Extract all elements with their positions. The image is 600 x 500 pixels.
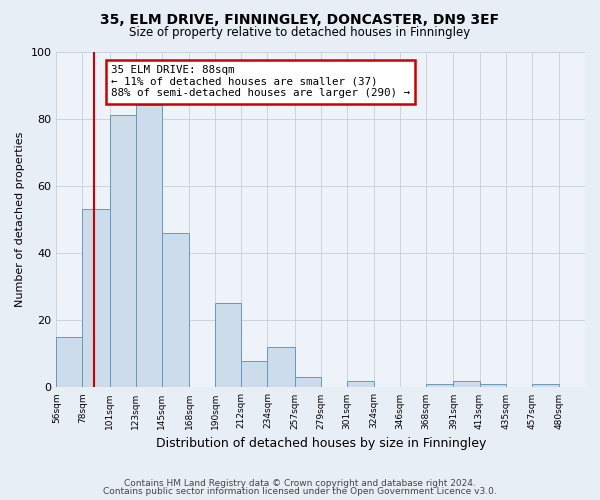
Bar: [215, 304, 241, 388]
Bar: [110, 116, 136, 388]
Text: 35 ELM DRIVE: 88sqm
← 11% of detached houses are smaller (37)
88% of semi-detach: 35 ELM DRIVE: 88sqm ← 11% of detached ho…: [111, 65, 410, 98]
Bar: [454, 380, 479, 388]
Bar: [347, 380, 374, 388]
Text: Contains public sector information licensed under the Open Government Licence v3: Contains public sector information licen…: [103, 487, 497, 496]
X-axis label: Distribution of detached houses by size in Finningley: Distribution of detached houses by size …: [155, 437, 486, 450]
Bar: [241, 360, 268, 388]
Bar: [56, 337, 82, 388]
Y-axis label: Number of detached properties: Number of detached properties: [15, 132, 25, 307]
Bar: [295, 378, 321, 388]
Bar: [82, 210, 110, 388]
Text: Contains HM Land Registry data © Crown copyright and database right 2024.: Contains HM Land Registry data © Crown c…: [124, 478, 476, 488]
Bar: [136, 105, 162, 388]
Text: 35, ELM DRIVE, FINNINGLEY, DONCASTER, DN9 3EF: 35, ELM DRIVE, FINNINGLEY, DONCASTER, DN…: [100, 12, 500, 26]
Bar: [426, 384, 454, 388]
Bar: [268, 347, 295, 388]
Text: Size of property relative to detached houses in Finningley: Size of property relative to detached ho…: [130, 26, 470, 39]
Bar: [532, 384, 559, 388]
Bar: [162, 233, 189, 388]
Bar: [479, 384, 506, 388]
